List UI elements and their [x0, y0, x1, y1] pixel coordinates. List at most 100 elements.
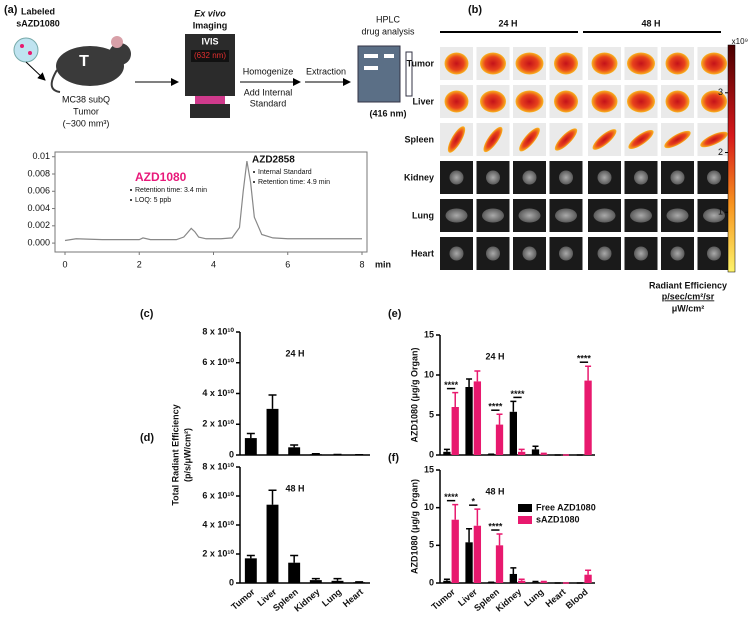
- organ-label: Liver: [412, 96, 434, 106]
- bar: [244, 558, 257, 583]
- schematic-text: Standard: [250, 98, 287, 108]
- nanoparticle-dot: [28, 51, 32, 55]
- x-tick-label: 6: [285, 259, 290, 269]
- y-tick-label: 4 x 10¹⁰: [202, 519, 234, 529]
- tissue: [703, 208, 725, 223]
- error-bar: [585, 569, 592, 575]
- tissue: [518, 208, 541, 223]
- y-tick-label: 0.004: [27, 203, 50, 213]
- y-tick-label: 10: [424, 369, 434, 379]
- annotation: Retention time: 3.4 min: [135, 187, 207, 194]
- organ-label: Kidney: [404, 172, 434, 182]
- schematic-text: Ex vivo: [194, 8, 226, 18]
- panel-label: (e): [388, 308, 402, 320]
- bar: [451, 519, 459, 583]
- bar: [584, 380, 592, 455]
- y-tick-label: 0.01: [32, 151, 50, 161]
- error-bar: [466, 528, 473, 543]
- bar: [584, 574, 592, 583]
- y-tick-label: 6 x 10¹⁰: [202, 490, 234, 500]
- y-tick-label: 8 x 10¹⁰: [202, 326, 234, 336]
- mouse-body: [56, 46, 124, 86]
- nanoparticle-dot: [20, 44, 24, 48]
- tissue: [449, 246, 464, 261]
- error-bar: [510, 567, 517, 574]
- error-bar: [540, 452, 547, 455]
- y-tick-label: 2 x 10¹⁰: [202, 419, 234, 429]
- bar: [288, 447, 301, 455]
- error-bar: [518, 448, 525, 452]
- y-tick-label: 10: [424, 502, 434, 512]
- bar: [266, 504, 279, 583]
- tissue: [597, 170, 612, 185]
- bar: [443, 451, 451, 455]
- hplc-detail: [384, 54, 394, 58]
- tissue: [445, 208, 468, 223]
- error-bar: [540, 580, 547, 583]
- signal: [444, 90, 469, 113]
- signal: [627, 52, 655, 75]
- y-tick-label: 0: [229, 449, 234, 459]
- error-bar: [474, 508, 481, 526]
- bar: [465, 387, 473, 455]
- tissue: [486, 246, 500, 261]
- annotation: Internal Standard: [258, 169, 312, 176]
- tissue: [593, 208, 616, 223]
- group-label: 48 H: [641, 18, 660, 28]
- schematic-text: Extraction: [306, 66, 346, 76]
- signal: [554, 90, 578, 113]
- chart-title: 48 H: [285, 483, 304, 493]
- y-tick-label: 0.008: [27, 168, 50, 178]
- bar: [509, 411, 517, 455]
- schematic-text: HPLC: [376, 14, 401, 24]
- bullet: [130, 189, 132, 191]
- tissue: [670, 170, 685, 185]
- annotation: AZD2858: [252, 155, 295, 166]
- x-tick-label: 0: [62, 259, 67, 269]
- bar: [451, 407, 459, 455]
- error-bar: [268, 489, 277, 505]
- y-tick-label: 8 x 10¹⁰: [202, 461, 234, 471]
- schematic-text: drug analysis: [361, 26, 415, 36]
- y-tick-label: 0.006: [27, 186, 50, 196]
- organ-label: Spleen: [404, 134, 434, 144]
- significance-label: *: [471, 497, 475, 507]
- hplc-detail: [364, 54, 378, 58]
- arrow: [25, 61, 46, 81]
- bar: [495, 545, 504, 583]
- schematic-text: IVIS: [201, 36, 218, 46]
- organ-label: Tumor: [407, 58, 435, 68]
- signal: [480, 90, 506, 113]
- colorbar-units: μW/cm²: [672, 303, 705, 313]
- annotation: Retention time: 4.9 min: [258, 179, 330, 186]
- y-tick-label: 6 x 10¹⁰: [202, 357, 234, 367]
- mouse-ear: [111, 36, 123, 48]
- bar: [309, 454, 322, 455]
- error-bar: [518, 578, 525, 581]
- tissue: [707, 246, 721, 261]
- schematic-text: sAZD1080: [16, 18, 60, 28]
- tissue: [522, 170, 537, 185]
- tissue: [630, 208, 652, 223]
- mouse-head: [109, 43, 131, 65]
- error-bar: [466, 378, 473, 387]
- error-bar: [532, 445, 539, 450]
- x-tick-label: Lung: [522, 587, 545, 609]
- error-bar: [510, 400, 517, 412]
- bar: [518, 451, 526, 455]
- bar: [244, 438, 257, 455]
- signal: [701, 90, 727, 113]
- ivis-box: [185, 34, 235, 96]
- panel-label: (c): [140, 308, 154, 320]
- ivis-stand: [190, 104, 230, 118]
- organ-label: Lung: [412, 210, 434, 220]
- error-bar: [311, 577, 320, 581]
- signal: [591, 90, 618, 113]
- bullet: [253, 181, 255, 183]
- ivis-base: [195, 96, 225, 104]
- error-bar: [585, 365, 592, 381]
- y-tick-label: 5: [429, 409, 434, 419]
- bar: [531, 449, 540, 455]
- bar: [540, 582, 548, 583]
- tissue: [555, 208, 577, 223]
